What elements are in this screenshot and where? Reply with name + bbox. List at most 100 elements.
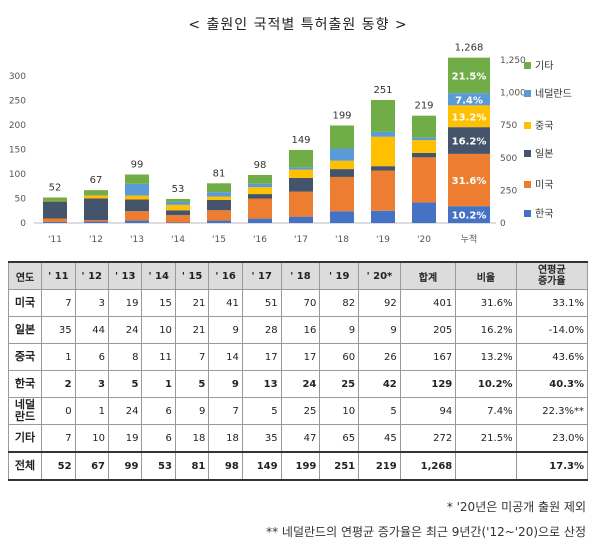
bar-segment bbox=[330, 148, 354, 161]
legend-label: 중국 bbox=[535, 120, 553, 132]
table-cell: 9 bbox=[208, 370, 243, 398]
table-cell: 19 bbox=[108, 289, 143, 317]
table-cell: 26 bbox=[358, 343, 401, 371]
bar-segment bbox=[248, 218, 272, 223]
table-header-cell: ' 16 bbox=[208, 261, 243, 290]
table-cell: 7 bbox=[41, 424, 76, 453]
table-cell: 205 bbox=[399, 316, 457, 344]
cumulative-share-label: 16.2% bbox=[452, 137, 487, 148]
left-axis-tick-label: 100 bbox=[9, 170, 26, 180]
chart-title: < 출원인 국적별 특허출원 동향 > bbox=[188, 17, 408, 33]
bar-segment bbox=[207, 192, 231, 197]
table-cell: 43.6% bbox=[515, 343, 589, 371]
legend-swatch bbox=[524, 62, 531, 69]
table-row: 기타 7 10 19 6 18 18 35 47 65 45 272 21.5% 23.0% bbox=[7, 424, 589, 453]
bar-segment bbox=[166, 215, 190, 223]
x-tick-label: '12 bbox=[89, 235, 103, 245]
legend-swatch bbox=[524, 90, 531, 97]
bar-segment bbox=[43, 201, 67, 219]
bar-segment bbox=[412, 152, 436, 158]
bar-segment bbox=[84, 195, 108, 199]
table-cell: 5 bbox=[108, 370, 143, 398]
table-cell: 129 bbox=[399, 370, 457, 398]
bar-segment bbox=[371, 210, 395, 223]
bar-segment bbox=[330, 176, 354, 212]
table-cell: 5 bbox=[358, 397, 401, 425]
bar-segment bbox=[125, 174, 149, 184]
table-row: 전체 52 67 99 53 81 98 149 199 251 219 1,268 17.3% bbox=[7, 451, 589, 481]
left-axis-tick-label: 300 bbox=[9, 72, 26, 82]
bar-total-label: 219 bbox=[414, 101, 433, 112]
table-cell: 23.0% bbox=[515, 424, 589, 453]
bar-segment bbox=[289, 177, 313, 192]
table-cell: 28 bbox=[241, 316, 282, 344]
table-cell: 7 bbox=[208, 397, 243, 425]
legend-swatch bbox=[524, 181, 531, 188]
cumulative-bar-segment bbox=[448, 153, 490, 207]
table-cell: 167 bbox=[399, 343, 457, 371]
table-cell: 10 bbox=[319, 397, 360, 425]
table-cell: 10 bbox=[74, 424, 110, 453]
table-cell: 51 bbox=[241, 289, 282, 317]
table-cell: 13 bbox=[241, 370, 282, 398]
legend-label: 네덜란드 bbox=[535, 88, 572, 100]
table-cell: 6 bbox=[74, 343, 110, 371]
table-cell: 45 bbox=[358, 424, 401, 453]
bar-segment bbox=[330, 211, 354, 223]
table-cell: 31.6% bbox=[455, 289, 517, 317]
table-cell: 16 bbox=[280, 316, 321, 344]
table-row-label: 한국 bbox=[7, 370, 43, 398]
bar-segment bbox=[43, 218, 67, 223]
table-cell: 251 bbox=[319, 451, 360, 481]
cumulative-bar-segment bbox=[448, 93, 490, 106]
x-tick-label-cumulative: 누적 bbox=[461, 233, 478, 245]
table-header-row: 연도 ' 11 ' 12 ' 13 ' 14 ' 15 ' 16 ' 17 ' 18 ' 19 ' … bbox=[7, 261, 589, 290]
cumulative-bar-segment bbox=[448, 105, 490, 128]
bar-segment bbox=[166, 201, 190, 205]
table-cell: 7.4% bbox=[455, 397, 517, 425]
table-cell: 1 bbox=[74, 397, 110, 425]
data-table: 연도 ' 11 ' 12 ' 13 ' 14 ' 15 ' 16 ' 17 ' 18 ' 19 ' … bbox=[7, 261, 589, 481]
table-header-cell: 비율 bbox=[455, 261, 517, 290]
table-row: 미국 7 3 19 15 21 41 51 70 82 92 401 31.6% 33.1% bbox=[7, 289, 589, 317]
x-tick-label: '19 bbox=[376, 235, 390, 245]
bar-segment bbox=[330, 125, 354, 149]
bar-total-label: 99 bbox=[131, 159, 144, 170]
table-cell: 9 bbox=[174, 397, 210, 425]
table-cell: 18 bbox=[174, 424, 210, 453]
table-cell: 0 bbox=[41, 397, 76, 425]
bar-segment bbox=[330, 169, 354, 177]
bar-segment bbox=[166, 198, 190, 202]
table-cell: 92 bbox=[358, 289, 401, 317]
legend-swatch bbox=[524, 122, 531, 129]
table-cell: 24 bbox=[108, 397, 143, 425]
bar-total-label: 199 bbox=[332, 110, 351, 121]
table-cell: 8 bbox=[108, 343, 143, 371]
bar-segment bbox=[289, 169, 313, 178]
table-row: 네덜 란드 0 1 24 6 9 7 5 25 10 5 94 7.4% 22.3%** bbox=[7, 397, 589, 425]
left-axis-tick-label: 150 bbox=[9, 146, 26, 156]
table-header-cell: 합계 bbox=[399, 261, 457, 290]
table-cell: 25 bbox=[280, 397, 321, 425]
cumulative-share-label: 13.2% bbox=[452, 112, 487, 123]
bar-segment bbox=[371, 131, 395, 137]
legend-label: 한국 bbox=[535, 208, 553, 220]
table-row: 한국 2 3 5 1 5 9 13 24 25 42 129 10.2% 40.3% bbox=[7, 370, 589, 398]
table-cell: 67 bbox=[74, 451, 110, 481]
bar-segment bbox=[371, 100, 395, 132]
cumulative-share-label: 21.5% bbox=[452, 71, 487, 82]
bar-segment bbox=[248, 194, 272, 199]
legend-label: 미국 bbox=[535, 179, 553, 191]
table-cell bbox=[455, 451, 517, 481]
bar-segment bbox=[207, 199, 231, 211]
table-cell: 6 bbox=[141, 424, 176, 453]
right-axis-tick-label: 0 bbox=[500, 219, 506, 229]
table-row-label: 일본 bbox=[7, 316, 43, 344]
bar-total-label: 81 bbox=[213, 168, 226, 179]
table-cell: 81 bbox=[174, 451, 210, 481]
stacked-bar-chart: 0 50 100 150 200 250 300 0 250 500 750 1,000 1,250 52… bbox=[9, 43, 572, 245]
table-row: 중국 1 6 8 11 7 14 17 17 60 26 167 13.2% 43.6% bbox=[7, 343, 589, 371]
table-cell: 219 bbox=[358, 451, 401, 481]
cumulative-share-label: 10.2% bbox=[452, 211, 487, 222]
table-cell: 65 bbox=[319, 424, 360, 453]
